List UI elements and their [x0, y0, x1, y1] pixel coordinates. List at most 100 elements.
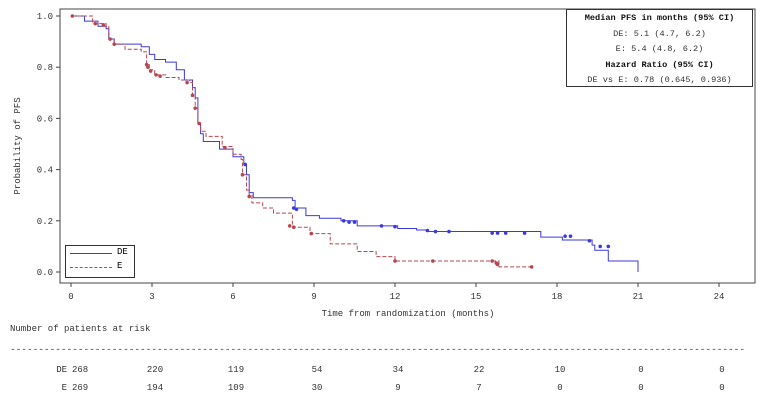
- y-tick-label: 1.0: [37, 12, 53, 22]
- censor-mark-de: [522, 231, 527, 235]
- y-tick-label: 0.2: [37, 217, 53, 227]
- risk-row-label-de: DE: [56, 365, 67, 375]
- de-median: DE: 5.1 (4.7, 6.2): [613, 28, 706, 39]
- censor-mark-de: [503, 231, 508, 235]
- curve-e: [71, 15, 532, 268]
- risk-count: 0: [719, 383, 724, 393]
- censor-mark-de: [606, 244, 611, 249]
- censor-mark-e: [154, 73, 158, 77]
- censor-mark-e: [193, 106, 197, 110]
- censor-mark-e: [70, 14, 75, 18]
- censor-mark-e: [309, 231, 314, 236]
- legend-label-de: DE: [117, 247, 128, 257]
- plot-frame: [59, 8, 756, 284]
- censor-mark-de: [352, 220, 357, 224]
- legend-item-de: DE: [66, 246, 134, 260]
- y-tick-label: 0.6: [37, 114, 53, 124]
- legend: DE E: [65, 245, 135, 278]
- risk-count: 109: [228, 383, 244, 393]
- censor-mark-de: [379, 224, 384, 228]
- censor-mark-e: [197, 121, 202, 126]
- legend-line-de: [70, 253, 112, 254]
- censor-mark-de: [598, 244, 602, 249]
- y-tick-label: 0.4: [37, 166, 53, 176]
- risk-count: 268: [72, 365, 88, 375]
- censor-mark-e: [287, 224, 292, 228]
- legend-label-e: E: [117, 261, 123, 271]
- censor-mark-de: [243, 162, 247, 167]
- censor-mark-de: [294, 207, 299, 212]
- censor-mark-e: [393, 259, 397, 263]
- legend-line-e: [70, 267, 112, 268]
- x-axis-label: Time from randomization (months): [322, 309, 495, 319]
- censor-mark-e: [158, 74, 162, 78]
- risk-count: 54: [312, 365, 323, 375]
- risk-count: 194: [147, 383, 163, 393]
- censor-mark-de: [447, 229, 451, 234]
- censor-mark-e: [190, 93, 195, 98]
- x-tick-label: 3: [149, 292, 154, 302]
- risk-row-label-e: E: [62, 383, 67, 393]
- censor-mark-de: [568, 234, 573, 238]
- risk-count: 269: [72, 383, 88, 393]
- censor-mark-de: [495, 231, 500, 235]
- y-tick-label: 0.0: [37, 268, 53, 278]
- censor-mark-de: [425, 228, 430, 233]
- hazard-ratio-value: DE vs E: 0.78 (0.645, 0.936): [587, 75, 732, 85]
- censor-mark-e: [495, 262, 500, 267]
- censor-mark-de: [347, 220, 351, 224]
- x-tick-label: 9: [311, 292, 316, 302]
- censor-mark-de: [563, 234, 567, 238]
- censor-mark-e: [101, 23, 106, 27]
- censor-mark-de: [291, 206, 296, 210]
- censor-mark-de: [393, 224, 397, 229]
- censor-mark-de: [587, 238, 592, 243]
- risk-count: 220: [147, 365, 163, 375]
- e-median: E: 5.4 (4.8, 6.2): [615, 44, 704, 54]
- censor-mark-e: [247, 194, 251, 199]
- risk-count: 22: [474, 365, 485, 375]
- risk-count: 30: [312, 383, 323, 393]
- risk-count: 119: [228, 365, 244, 375]
- censor-mark-e: [146, 65, 150, 69]
- censor-mark-e: [148, 69, 153, 73]
- x-tick-label: 6: [230, 292, 235, 302]
- legend-item-e: E: [66, 260, 134, 274]
- censor-mark-e: [431, 259, 435, 263]
- risk-table-title: Number of patients at risk: [10, 324, 150, 334]
- censor-mark-e: [490, 259, 495, 263]
- curve-de: [71, 15, 639, 272]
- risk-count: 10: [555, 365, 566, 375]
- risk-count: 34: [393, 365, 404, 375]
- censor-mark-de: [433, 229, 438, 234]
- hazard-ratio-title: Hazard Ratio (95% CI): [605, 59, 714, 70]
- censor-mark-e: [291, 225, 296, 229]
- x-tick-label: 21: [633, 292, 644, 302]
- risk-count: 9: [395, 383, 400, 393]
- censor-mark-e: [93, 21, 98, 26]
- censor-mark-de: [341, 219, 346, 223]
- censor-mark-de: [490, 231, 495, 235]
- risk-count: 7: [476, 383, 481, 393]
- x-tick-label: 15: [471, 292, 482, 302]
- censor-mark-e: [240, 172, 245, 177]
- x-tick-label: 18: [552, 292, 563, 302]
- censor-mark-e: [185, 80, 189, 85]
- risk-count: 0: [638, 383, 643, 393]
- x-tick-label: 0: [68, 292, 73, 302]
- risk-count: 0: [638, 365, 643, 375]
- y-tick-label: 0.8: [37, 63, 53, 73]
- risk-count: 0: [557, 383, 562, 393]
- censor-mark-e: [529, 265, 534, 269]
- y-axis-label: Probability of PFS: [13, 97, 23, 194]
- censor-mark-e: [223, 146, 227, 150]
- censor-mark-e: [108, 37, 112, 41]
- median-title: Median PFS in months (95% CI): [584, 13, 735, 23]
- x-tick-label: 12: [390, 292, 401, 302]
- x-tick-label: 24: [714, 292, 725, 302]
- censor-mark-e: [112, 42, 116, 46]
- risk-count: 0: [719, 365, 724, 375]
- risk-table-separator: ----------------------------------------…: [10, 345, 745, 355]
- median-pfs-box: Median PFS in months (95% CI) DE: 5.1 (4…: [566, 9, 753, 87]
